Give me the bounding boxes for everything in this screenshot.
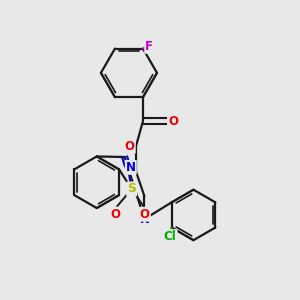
Text: O: O xyxy=(111,208,121,221)
Text: O: O xyxy=(168,115,178,128)
Text: N: N xyxy=(126,161,136,174)
Text: O: O xyxy=(125,140,135,153)
Text: N: N xyxy=(140,213,149,226)
Text: S: S xyxy=(127,182,136,196)
Text: Cl: Cl xyxy=(164,230,177,243)
Text: F: F xyxy=(145,40,153,53)
Text: O: O xyxy=(140,208,150,221)
